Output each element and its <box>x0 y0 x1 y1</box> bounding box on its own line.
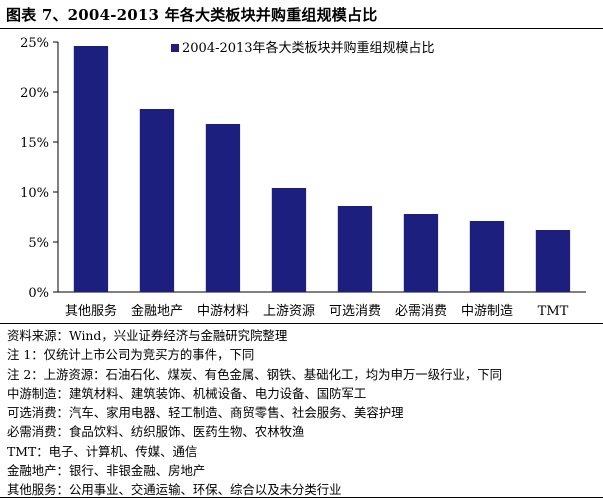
figure-title: 图表 7、2004-2013 年各大类板块并购重组规模占比 <box>6 6 378 24</box>
x-tick-label: TMT <box>538 304 569 319</box>
x-tick-label: 其他服务 <box>65 303 117 319</box>
note-other-services: 其他服务：公用事业、交通运输、环保、综合以及未分类行业 <box>7 482 342 498</box>
x-axis-labels: 其他服务 金融地产 中游材料 上游资源 可选消费 必需消费 中游制造 TMT <box>65 303 569 319</box>
y-tick-label: 25% <box>20 36 49 51</box>
bars <box>73 46 571 292</box>
bar-1 <box>139 109 175 292</box>
x-tick-label: 金融地产 <box>131 303 183 319</box>
x-tick-label: 中游制造 <box>461 304 513 319</box>
note-midstream-manufacturing: 中游制造：建筑材料、建筑装饰、机械设备、电力设备、国防军工 <box>7 385 367 401</box>
bar-3 <box>271 188 307 292</box>
legend-label: 2004-2013年各大类板块并购重组规模占比 <box>182 40 435 56</box>
y-tick-label: 10% <box>20 186 49 201</box>
source-note: 资料来源：Wind，兴业证券经济与金融研究院整理 <box>7 328 288 343</box>
note-tmt: TMT：电子、计算机、传媒、通信 <box>7 443 198 459</box>
bottom-rule <box>0 497 603 498</box>
note-finance-realestate: 金融地产：银行、非银金融、房地产 <box>7 463 206 479</box>
top-rule <box>0 28 603 29</box>
bar-6 <box>469 221 505 292</box>
bar-2 <box>205 124 241 292</box>
source-notes: 资料来源：Wind，兴业证券经济与金融研究院整理 注 1：仅统计上市公司为竞买方… <box>7 326 502 500</box>
bar-chart: 0% 5% 10% 15% 20% 25% 其他服务 金融地产 中游材料 上游资源 可选消费 必需消… <box>20 36 586 319</box>
x-tick-label: 必需消费 <box>395 304 447 319</box>
legend-swatch <box>171 44 179 52</box>
mid-rule <box>0 323 603 324</box>
note-optional-consumption: 可选消费：汽车、家用电器、轻工制造、商贸零售、社会服务、美容护理 <box>7 405 404 421</box>
y-tick-label: 20% <box>20 86 49 101</box>
bar-7 <box>535 230 571 292</box>
note-2: 注 2：上游资源：石油石化、煤炭、有色金属、钢铁、基础化工，均为申万一级行业，下… <box>7 366 503 382</box>
x-tick-label: 可选消费 <box>329 304 381 319</box>
legend: 2004-2013年各大类板块并购重组规模占比 <box>171 40 435 56</box>
y-tick-label: 15% <box>20 136 49 151</box>
y-tick-label: 5% <box>28 236 49 251</box>
y-tick-label: 0% <box>28 286 49 301</box>
bar-4 <box>337 206 373 292</box>
note-essential-consumption: 必需消费：食品饮料、纺织服饰、医药生物、农林牧渔 <box>7 424 305 440</box>
bar-5 <box>403 214 439 292</box>
note-1: 注 1：仅统计上市公司为竞买方的事件，下同 <box>7 347 255 363</box>
x-tick-label: 中游材料 <box>197 304 249 319</box>
x-tick-label: 上游资源 <box>263 304 315 319</box>
bar-0 <box>73 46 109 292</box>
